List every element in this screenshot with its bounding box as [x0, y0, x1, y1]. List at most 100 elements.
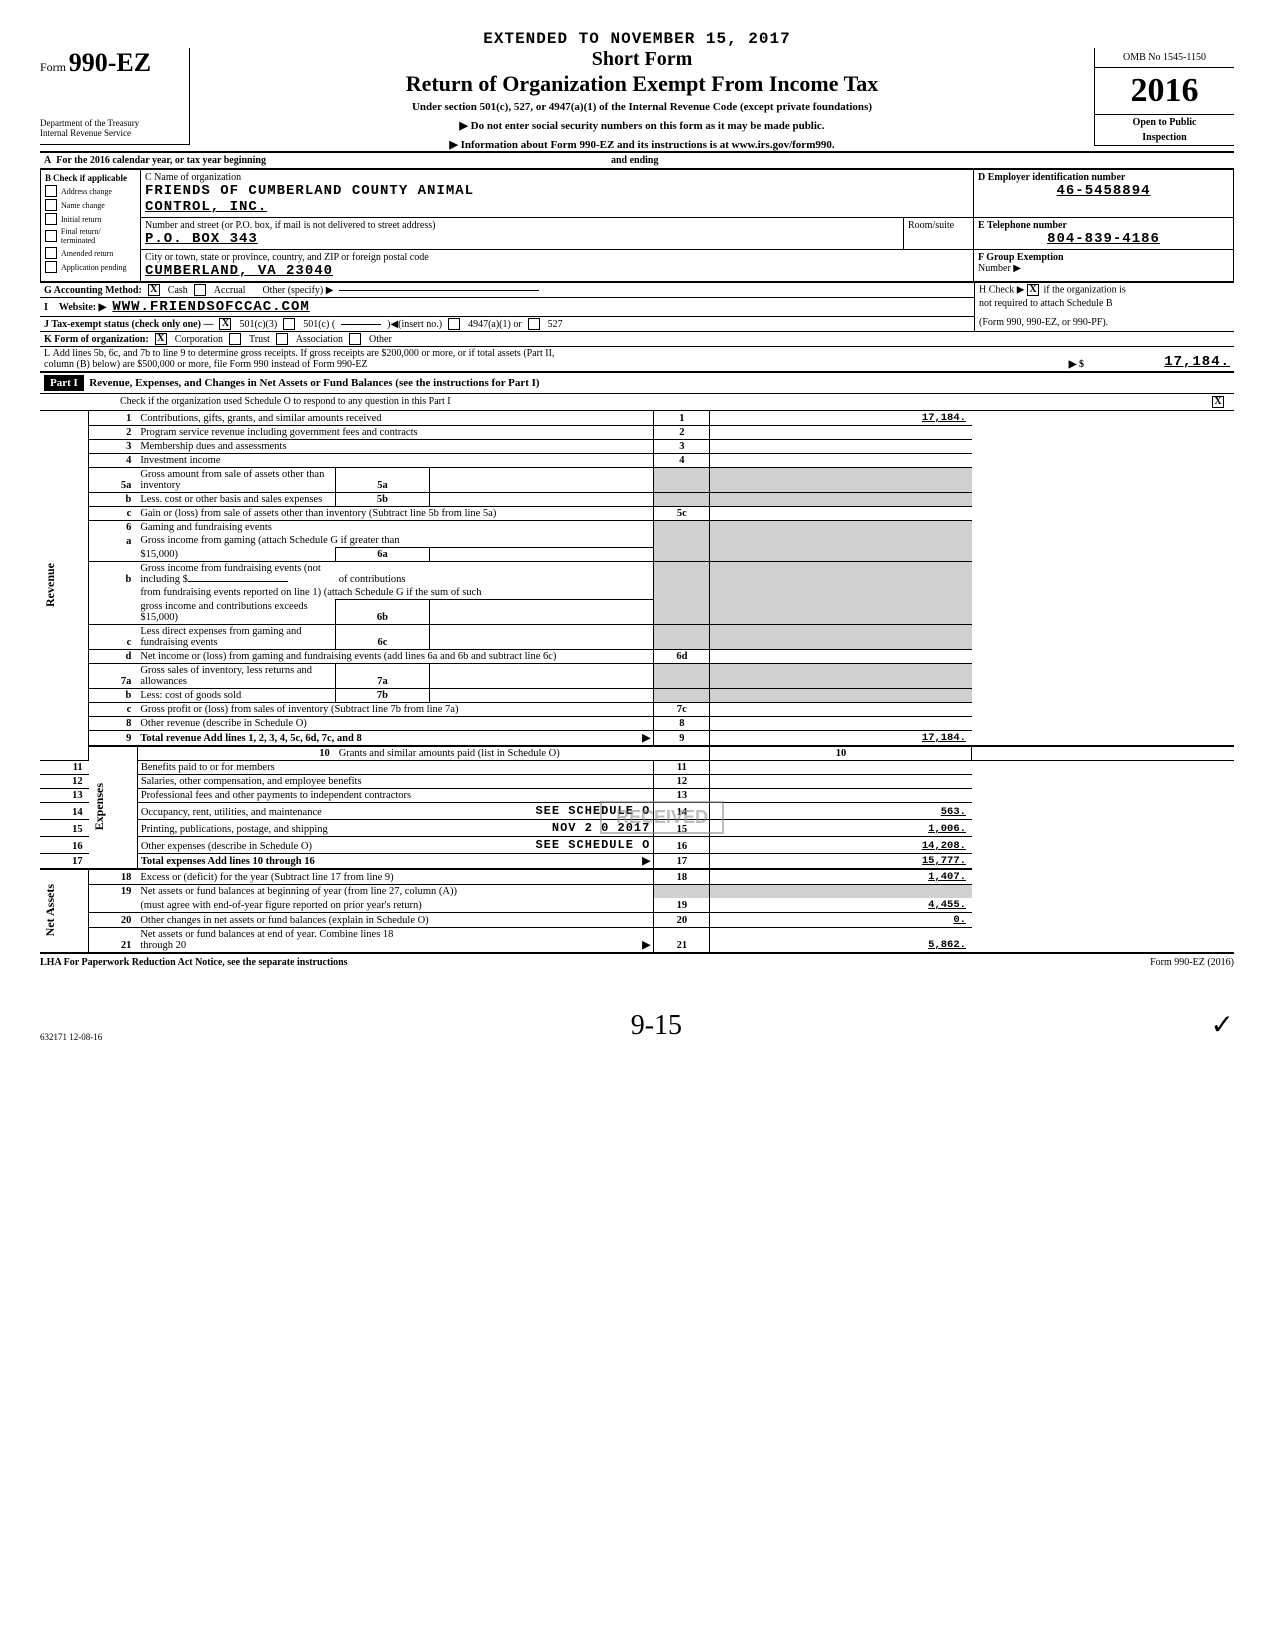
g-other: Other (specify) ▶ [262, 285, 333, 296]
b-opt-5: Application pending [61, 263, 127, 272]
line-6b-4: gross income and contributions exceeds $… [137, 600, 335, 625]
j-o4: 527 [548, 319, 563, 330]
line-6a-1: Gross income from gaming (attach Schedul… [137, 534, 654, 548]
omb-box: OMB No 1545-1150 2016 Open to Public Ins… [1094, 48, 1234, 146]
l-text: Add lines 5b, 6c, and 7b to line 9 to de… [53, 348, 555, 359]
part1-title: Revenue, Expenses, and Changes in Net As… [89, 377, 539, 389]
l-arrow: ▶ $ [1024, 359, 1084, 370]
cb-501c3[interactable]: X [219, 318, 231, 330]
l-val: 17,184. [1090, 354, 1230, 370]
line-5b: Less. cost or other basis and sales expe… [137, 493, 335, 507]
part1-check-text: Check if the organization used Schedule … [120, 396, 1212, 408]
g-label: G Accounting Method: [44, 285, 142, 296]
revenue-label: Revenue [40, 411, 89, 760]
cb-sched-o[interactable]: X [1212, 396, 1224, 408]
cb-pending[interactable] [45, 261, 57, 273]
h-l3-cell: not required to attach Schedule B [974, 297, 1234, 316]
line-6b-2: of contributions [336, 562, 654, 587]
b-opt-1: Name change [61, 201, 105, 210]
line-6a-2: $15,000) [137, 548, 335, 562]
footer-form: Form 990-EZ (2016) [1150, 957, 1234, 968]
line-13: Professional fees and other payments to … [137, 788, 654, 802]
info-line: ▶ Information about Form 990-EZ and its … [198, 138, 1086, 151]
cb-amended[interactable] [45, 247, 57, 259]
d-label: D Employer identification number [978, 172, 1229, 183]
line-3: Membership dues and assessments [137, 440, 654, 454]
subtitle: Under section 501(c), 527, or 4947(a)(1)… [198, 101, 1086, 113]
h-l2: if the organization is [1043, 284, 1125, 295]
cb-4947[interactable] [448, 318, 460, 330]
open-public-l1: Open to Public [1095, 115, 1234, 130]
org-addr: P.O. BOX 343 [145, 231, 899, 247]
f-l2: Number ▶ [978, 263, 1229, 274]
cb-other-org[interactable] [349, 333, 361, 345]
line-9: Total revenue Add lines 1, 2, 3, 4, 5c, … [137, 730, 429, 746]
c-city-cell: City or town, state or province, country… [141, 250, 974, 282]
c-label: C Name of organization [145, 172, 969, 183]
line-7a: Gross sales of inventory, less returns a… [137, 663, 335, 688]
box-6a: 6a [336, 548, 430, 562]
f-cell: F Group Exemption Number ▶ [974, 250, 1234, 282]
row-g: G Accounting Method: XCash Accrual Other… [40, 282, 974, 297]
val-14: 563. [710, 802, 972, 819]
b-hdr: Check if applicable [53, 173, 127, 183]
extension-notice: EXTENDED TO NOVEMBER 15, 2017 [40, 30, 1234, 48]
part1-header: Part I Revenue, Expenses, and Changes in… [40, 371, 1234, 394]
line-5c: Gain or (loss) from sale of assets other… [137, 507, 654, 521]
cb-trust[interactable] [229, 333, 241, 345]
line-18: Excess or (deficit) for the year (Subtra… [137, 869, 654, 885]
cb-corp[interactable]: X [155, 333, 167, 345]
cb-501c[interactable] [283, 318, 295, 330]
box-5a: 5a [336, 468, 430, 493]
form-number-box: Form 990-EZ Department of the Treasury I… [40, 48, 190, 145]
entity-block: B Check if applicable Address change Nam… [40, 169, 1234, 282]
cb-accrual[interactable] [194, 284, 206, 296]
line-17: Total expenses Add lines 10 through 16 [137, 853, 429, 869]
j-ins: )◀(insert no.) [387, 319, 442, 330]
cb-527[interactable] [528, 318, 540, 330]
line-2: Program service revenue including govern… [137, 426, 654, 440]
handwritten: 9-15 [631, 1010, 682, 1042]
row-a: A For the 2016 calendar year, or tax yea… [40, 153, 1234, 169]
line-7b: Less: cost of goods sold [137, 688, 335, 702]
line-6: Gaming and fundraising events [137, 521, 654, 535]
e-label: E Telephone number [978, 220, 1229, 231]
d-cell: D Employer identification number 46-5458… [974, 170, 1234, 218]
h-l4-cell: (Form 990, 990-EZ, or 990-PF). [974, 316, 1234, 331]
g-accr: Accrual [214, 285, 246, 296]
line-21: Net assets or fund balances at end of ye… [137, 927, 429, 953]
cb-name-change[interactable] [45, 199, 57, 211]
row-h: H Check ▶ X if the organization is [974, 282, 1234, 297]
short-form-title: Short Form [198, 48, 1086, 71]
cb-addr-change[interactable] [45, 185, 57, 197]
row-k: K Form of organization: XCorporation Tru… [40, 331, 1234, 346]
b-opt-4: Amended return [61, 249, 113, 258]
ein: 46-5458894 [978, 183, 1229, 199]
row-i: I Website: ▶ WWW.FRIENDSOFCCAC.COM [40, 297, 974, 316]
website: WWW.FRIENDSOFCCAC.COM [112, 299, 309, 315]
footer-code: 632171 12-08-16 [40, 1032, 102, 1042]
line-6b-3: from fundraising events reported on line… [137, 586, 654, 600]
line-16: Other expenses (describe in Schedule O) [137, 836, 335, 853]
cb-sched-b[interactable]: X [1027, 284, 1039, 296]
omb-number: OMB No 1545-1150 [1095, 48, 1234, 68]
cb-cash[interactable]: X [148, 284, 160, 296]
cb-final[interactable] [45, 230, 57, 242]
c-name-cell: C Name of organization FRIENDS OF CUMBER… [141, 170, 974, 218]
col-b: B Check if applicable Address change Nam… [41, 170, 141, 282]
box-6b: 6b [336, 600, 430, 625]
val-18: 1,407. [710, 869, 972, 885]
l-text2: column (B) below) are $500,000 or more, … [44, 359, 368, 370]
header: Form 990-EZ Department of the Treasury I… [40, 48, 1234, 151]
footer-lha: LHA For Paperwork Reduction Act Notice, … [40, 957, 348, 968]
cb-initial[interactable] [45, 213, 57, 225]
i-label: Website: ▶ [59, 302, 106, 313]
row-a-text: For the 2016 calendar year, or tax year … [56, 155, 266, 166]
title-block: Short Form Return of Organization Exempt… [190, 48, 1094, 151]
expenses-label: Expenses [89, 746, 138, 869]
val-21: 5,862. [710, 927, 972, 953]
part1-label: Part I [44, 375, 84, 391]
cb-assoc[interactable] [276, 333, 288, 345]
c-addr-cell: Number and street (or P.O. box, if mail … [141, 218, 904, 250]
line-20: Other changes in net assets or fund bala… [137, 912, 654, 927]
